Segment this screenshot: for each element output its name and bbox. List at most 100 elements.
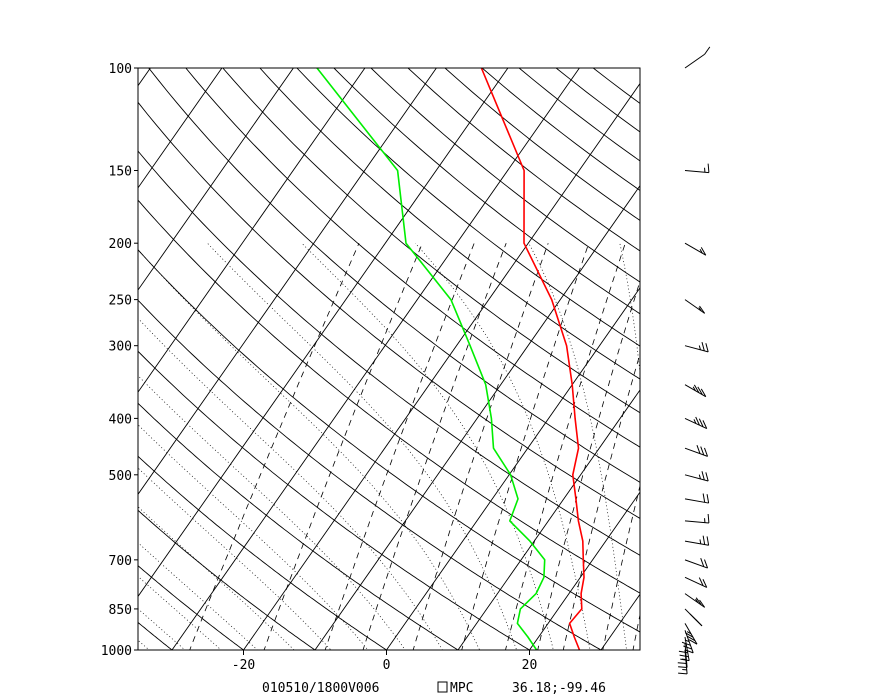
moist-adiabat-line	[414, 242, 591, 650]
wind-barb	[684, 576, 708, 588]
wind-barb	[684, 593, 706, 608]
wind-barb	[684, 445, 709, 457]
dry-adiabat-line	[518, 68, 640, 162]
dry-adiabat-line	[222, 68, 640, 414]
mixing-ratio-line	[602, 484, 640, 650]
isotherm-line	[600, 593, 640, 650]
moist-adiabat-line	[138, 506, 295, 650]
chart-grid	[0, 55, 896, 662]
axis-ticks: 100 150 200 250 300 400 500 700 850 1000 -20 0 20	[101, 62, 538, 673]
y-tick-label: 100	[109, 62, 132, 77]
isotherm-line	[664, 55, 896, 662]
footer-source: MPC	[450, 681, 473, 696]
mixing-ratio-line	[412, 243, 549, 650]
y-tick-label: 150	[109, 164, 132, 179]
moist-adiabat-line	[138, 542, 259, 650]
temperature-profile	[480, 68, 585, 650]
wind-barb	[684, 46, 711, 69]
dry-adiabat-line	[138, 150, 640, 556]
y-tick-label: 850	[109, 603, 132, 618]
mixing-ratio-line	[324, 243, 475, 650]
mixing-ratio-line	[263, 243, 423, 650]
mixing-ratio-line	[189, 243, 360, 650]
dry-adiabat-line	[259, 68, 640, 380]
isotherm-line	[0, 55, 16, 662]
y-tick-label: 250	[109, 294, 132, 309]
dry-adiabat-line	[148, 68, 640, 483]
dry-adiabat-line	[370, 68, 640, 283]
wind-barb	[684, 416, 708, 429]
isotherm-line	[735, 55, 896, 662]
wind-barb	[684, 342, 709, 353]
moist-adiabat-line	[138, 249, 480, 650]
wind-barb	[684, 513, 710, 524]
wind-barbs	[677, 46, 711, 675]
mixing-ratio-line	[632, 612, 640, 650]
isotherm-line	[138, 68, 294, 291]
y-tick-label: 200	[109, 237, 132, 252]
moist-adiabat-line	[528, 243, 627, 650]
dry-adiabat-line	[592, 68, 640, 105]
y-tick-label: 300	[109, 340, 132, 355]
isotherm-line	[314, 184, 640, 650]
isotherm-line	[385, 287, 640, 650]
isotherm-line	[807, 55, 896, 662]
wind-barb	[684, 163, 710, 174]
footer: 010510/1800V006 MPC 36.18;-99.46	[262, 681, 606, 696]
dry-adiabat-line	[481, 68, 640, 192]
wind-barb	[684, 242, 707, 256]
footer-location: 36.18;-99.46	[512, 681, 606, 696]
dry-adiabat-line	[138, 299, 602, 650]
dry-adiabat-line	[138, 455, 388, 650]
dry-adiabat-line	[333, 68, 640, 315]
isotherm-line	[242, 82, 640, 650]
dry-adiabat-line	[138, 199, 640, 594]
moist-adiabat-line	[138, 424, 369, 650]
mixing-ratio-line	[537, 279, 640, 650]
wind-barb	[684, 299, 706, 314]
mixing-ratio-line	[505, 243, 626, 650]
isotherm-line	[138, 68, 437, 496]
dry-adiabat-line	[138, 101, 640, 519]
wind-barb	[678, 649, 688, 675]
moist-adiabat-line	[138, 375, 406, 650]
wind-barb	[684, 558, 709, 569]
mixing-ratio-line	[362, 243, 507, 650]
isotherm-line	[138, 68, 151, 87]
wind-barb	[678, 636, 690, 662]
isotherm-line	[138, 68, 366, 393]
dry-adiabat-line	[138, 509, 316, 650]
y-tick-label: 400	[109, 412, 132, 427]
mixing-ratio-line	[562, 352, 640, 650]
moist-adiabat-line	[138, 608, 186, 650]
footer-box-icon	[437, 681, 448, 693]
plot-frame	[137, 67, 641, 651]
sounding-profiles	[316, 68, 585, 650]
x-tick-label: 20	[522, 658, 538, 673]
wind-barb	[684, 608, 703, 627]
y-tick-label: 1000	[101, 644, 132, 659]
dry-adiabat-line	[138, 402, 459, 650]
wind-barb	[684, 535, 710, 546]
wind-barb	[677, 643, 688, 669]
dry-adiabat-line	[138, 621, 173, 650]
dry-adiabat-line	[296, 68, 640, 347]
x-tick-label: 0	[383, 658, 391, 673]
wind-barb	[684, 384, 707, 398]
isotherm-line	[138, 68, 223, 189]
dewpoint-profile	[316, 68, 546, 650]
wind-barb	[681, 630, 694, 654]
dry-adiabat-line	[444, 68, 640, 222]
mixing-ratio-line	[461, 243, 590, 650]
dry-adiabat-line	[555, 68, 640, 133]
dry-adiabat-line	[138, 350, 531, 650]
isotherm-line	[528, 491, 640, 650]
dry-adiabat-line	[138, 565, 245, 650]
moist-adiabat-line	[138, 317, 443, 650]
dry-adiabat-line	[185, 68, 640, 448]
moist-adiabat-line	[619, 243, 640, 376]
isotherm-line	[138, 68, 509, 598]
dry-adiabat-line	[407, 68, 640, 252]
wind-barb	[684, 471, 709, 482]
